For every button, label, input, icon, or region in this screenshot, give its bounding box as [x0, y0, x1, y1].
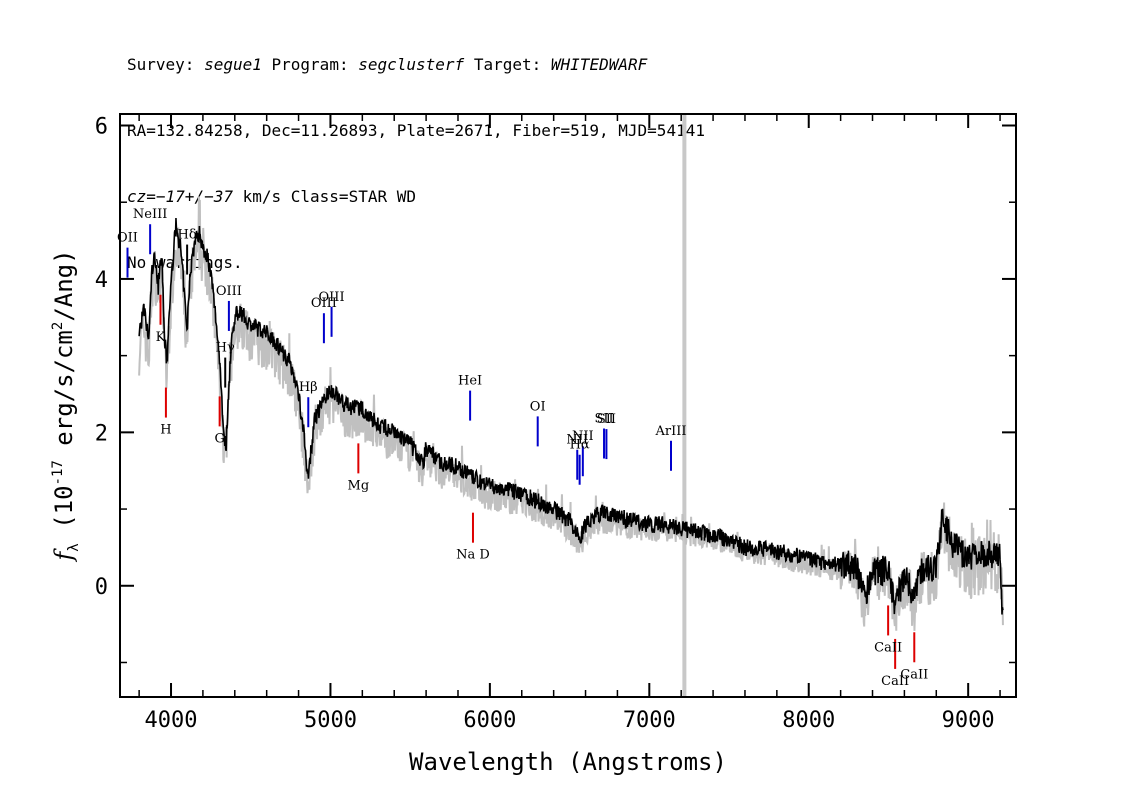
flux-spectrum — [138, 217, 1004, 615]
header-line-redshift: cz=−17+/−37 km/s Class=STAR WD — [127, 186, 705, 208]
header-line-survey: Survey: segue1 Program: segclusterf Targ… — [127, 54, 705, 76]
emission-line-6-label: HeI — [458, 374, 482, 389]
emission-line-13-label: ArIII — [654, 424, 686, 439]
cz-label: cz= — [127, 187, 156, 206]
plot-frame — [119, 113, 1017, 698]
emission-line-12-label: SII — [597, 412, 616, 427]
x-tick-label-4: 8000 — [782, 708, 835, 733]
x-tick-label-5: 9000 — [942, 708, 995, 733]
y-tick-label-1: 2 — [95, 421, 108, 446]
survey-label: Survey: — [127, 55, 195, 74]
target-label: Target: — [473, 55, 542, 74]
y-tick-label-2: 4 — [95, 268, 108, 293]
x-axis-title: Wavelength (Angstroms) — [409, 748, 727, 776]
balmer-line-0-label: Hδ — [178, 228, 197, 243]
emission-line-2-label: OIII — [216, 284, 242, 299]
x-tick-label-3: 7000 — [623, 708, 676, 733]
emission-line-7-label: OI — [530, 399, 546, 414]
program-value: segclusterf — [358, 55, 465, 74]
x-tick-label-2: 6000 — [463, 708, 516, 733]
emission-line-5-label: OIII — [319, 290, 345, 305]
absorption-line-0-label: K — [156, 330, 166, 345]
y-tick-label-0: 0 — [95, 575, 108, 600]
y-tick-label-3: 6 — [95, 115, 108, 140]
emission-line-11-label: SII — [594, 412, 613, 427]
sky-band — [682, 114, 687, 697]
emission-line-8-label: NII — [566, 433, 588, 448]
survey-value: segue1 — [204, 55, 262, 74]
cz-value: −17+/−37 — [155, 187, 233, 206]
y-axis-title: fλ (10-17 erg/s/cm2/Ang) — [50, 249, 82, 562]
emission-line-10-label: NII — [572, 429, 594, 444]
emission-line-9-label: Hα — [570, 438, 590, 453]
absorption-line-2-label: G — [214, 431, 224, 446]
class-text: km/s Class=STAR WD — [232, 187, 416, 206]
emission-line-3-label: Hβ — [299, 380, 318, 395]
absorption-line-3-label: Mg — [348, 478, 370, 493]
emission-line-4-label: OIII — [311, 296, 337, 311]
absorption-line-6-label: CaII — [881, 674, 909, 689]
absorption-line-7-label: CaII — [900, 667, 928, 682]
emission-line-1-label: NeIII — [133, 207, 167, 222]
absorption-line-4-label: Na D — [456, 548, 490, 563]
x-tick-label-0: 4000 — [145, 708, 198, 733]
x-tick-label-1: 5000 — [304, 708, 357, 733]
absorption-line-5-label: CaII — [874, 640, 902, 655]
emission-line-0-label: OII — [117, 231, 138, 246]
program-label: Program: — [271, 55, 349, 74]
balmer-line-1-label: Hγ — [216, 341, 235, 356]
target-value: WHITEDWARF — [550, 55, 648, 74]
absorption-line-1-label: H — [160, 423, 171, 438]
